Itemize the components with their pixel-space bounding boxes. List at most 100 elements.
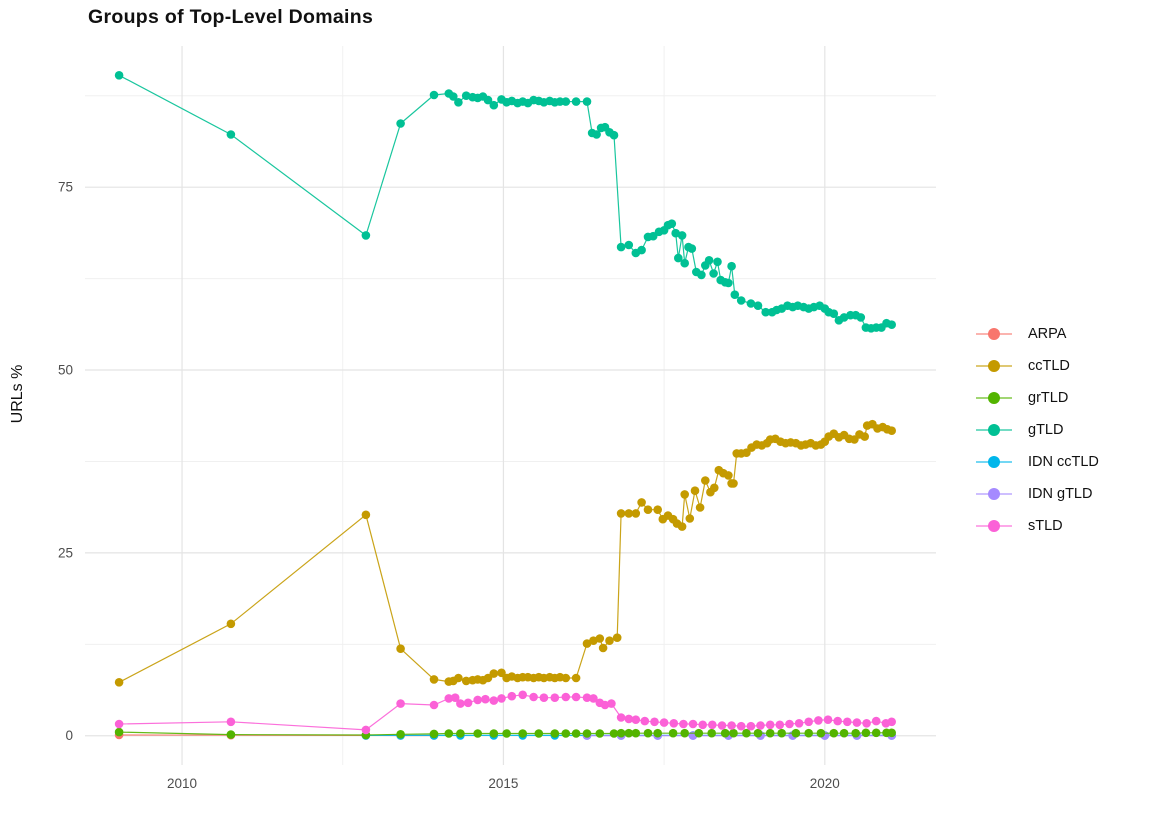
data-point xyxy=(688,719,698,729)
data-point xyxy=(612,633,622,642)
data-point xyxy=(650,717,659,727)
data-point xyxy=(856,313,866,322)
data-point xyxy=(674,253,683,263)
legend-label: IDN ccTLD xyxy=(1028,454,1099,470)
legend-item-grtld: grTLD xyxy=(976,382,1099,414)
y-axis-tick-labels: 0 25 50 75 xyxy=(58,180,73,744)
data-point xyxy=(561,692,571,702)
data-point xyxy=(624,509,634,518)
legend-item-idn-cctld: IDN ccTLD xyxy=(976,446,1099,478)
data-point xyxy=(396,119,405,128)
series-cctld xyxy=(114,419,896,687)
data-point xyxy=(449,92,458,101)
data-point xyxy=(640,716,650,726)
data-point xyxy=(746,299,756,308)
grid-major xyxy=(85,46,936,765)
data-point xyxy=(746,721,756,731)
data-point xyxy=(753,301,763,311)
data-point xyxy=(843,717,852,727)
data-point xyxy=(887,320,896,330)
x-tick-label: 2020 xyxy=(810,776,840,791)
x-tick-label: 2015 xyxy=(488,776,518,791)
data-point xyxy=(736,721,746,731)
data-point xyxy=(667,219,677,228)
data-point xyxy=(226,717,236,727)
data-point xyxy=(456,699,465,708)
legend-key-icon xyxy=(976,391,1012,405)
series-stld xyxy=(114,690,896,735)
data-point xyxy=(804,728,813,738)
data-point xyxy=(707,728,716,738)
data-point xyxy=(582,639,592,648)
data-point xyxy=(518,729,527,738)
data-point xyxy=(454,98,463,107)
data-point xyxy=(444,694,454,703)
data-point xyxy=(679,719,688,729)
data-point xyxy=(489,669,499,678)
data-point xyxy=(226,619,236,629)
data-point xyxy=(463,698,473,708)
data-point xyxy=(729,728,738,738)
data-point xyxy=(694,728,704,738)
data-point xyxy=(643,505,653,514)
data-point xyxy=(851,728,860,738)
legend: ARPA ccTLD grTLD gTLD IDN ccTLD IDN gTLD sTLD xyxy=(976,318,1099,542)
data-point xyxy=(473,729,483,738)
data-point xyxy=(361,231,371,240)
data-point xyxy=(690,486,700,496)
data-point xyxy=(550,693,560,702)
data-point xyxy=(489,729,499,738)
data-point xyxy=(653,505,662,514)
data-point xyxy=(717,721,727,730)
data-point xyxy=(829,309,839,319)
data-point xyxy=(687,244,697,253)
data-point xyxy=(595,634,605,643)
data-point xyxy=(539,693,549,702)
data-point xyxy=(765,720,775,730)
data-point xyxy=(600,700,610,710)
data-point xyxy=(616,242,626,252)
data-point xyxy=(698,720,707,730)
data-point xyxy=(589,694,598,703)
data-point xyxy=(862,719,871,728)
data-point xyxy=(582,729,592,738)
data-point xyxy=(730,290,740,300)
data-point xyxy=(571,97,581,106)
data-point xyxy=(595,729,605,738)
legend-key-icon xyxy=(976,359,1012,373)
data-point xyxy=(518,690,527,700)
data-point xyxy=(729,479,738,488)
data-point xyxy=(631,509,641,518)
y-tick-label: 25 xyxy=(58,545,73,560)
data-point xyxy=(887,717,896,727)
data-point xyxy=(624,714,634,724)
chart-title: Groups of Top-Level Domains xyxy=(88,6,374,28)
legend-item-arpa: ARPA xyxy=(976,318,1099,350)
data-point xyxy=(804,717,813,727)
data-point xyxy=(502,729,511,738)
data-point xyxy=(861,728,871,738)
data-point xyxy=(637,498,646,507)
legend-key-icon xyxy=(976,519,1012,533)
data-point xyxy=(396,699,405,708)
data-point xyxy=(685,514,695,523)
data-point xyxy=(710,483,719,493)
data-point xyxy=(429,90,439,100)
data-point xyxy=(489,100,499,110)
data-point xyxy=(489,696,499,705)
data-point xyxy=(727,261,736,271)
legend-label: grTLD xyxy=(1028,390,1069,406)
data-point xyxy=(753,728,763,738)
data-point xyxy=(668,728,678,738)
data-point xyxy=(816,728,826,738)
data-point xyxy=(444,729,454,738)
legend-key-icon xyxy=(976,423,1012,437)
data-point xyxy=(727,721,736,730)
legend-label: gTLD xyxy=(1028,422,1064,438)
legend-item-stld: sTLD xyxy=(976,510,1099,542)
data-point xyxy=(761,307,770,317)
data-point xyxy=(887,426,896,436)
data-point xyxy=(637,245,646,255)
y-tick-label: 0 xyxy=(65,728,73,743)
